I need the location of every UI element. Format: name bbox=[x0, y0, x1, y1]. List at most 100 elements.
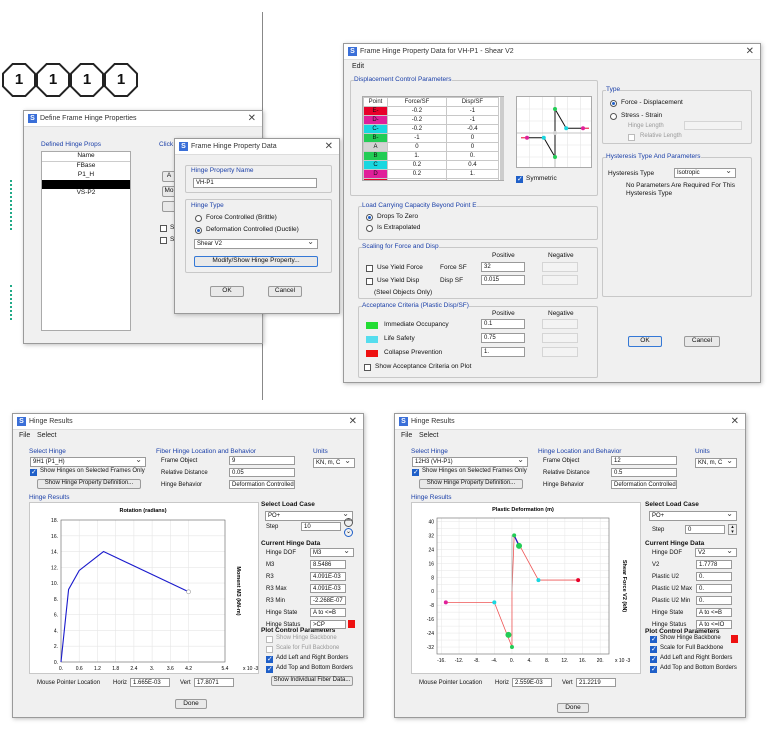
cancel-button[interactable]: Cancel bbox=[684, 336, 720, 347]
step-down-icon[interactable]: ⌄ bbox=[344, 528, 353, 537]
disp-sf-input[interactable]: 0.015 bbox=[481, 275, 525, 285]
add-left-right-checkbox[interactable] bbox=[266, 655, 273, 663]
list-item[interactable]: P1_H bbox=[77, 171, 95, 178]
menu-file[interactable]: File bbox=[19, 432, 31, 439]
step-up-icon[interactable]: ⌃ bbox=[344, 518, 353, 527]
value-cell[interactable]: -0.4 bbox=[445, 124, 500, 134]
value-cell[interactable]: -0.2 bbox=[387, 106, 447, 116]
drops-to-zero-radio[interactable] bbox=[366, 214, 373, 221]
close-icon[interactable]: ✕ bbox=[348, 416, 357, 427]
value-cell[interactable]: -0.2 bbox=[387, 115, 447, 125]
show-checkbox[interactable] bbox=[160, 225, 167, 232]
show-definition-button[interactable]: Show Hinge Property Definition... bbox=[37, 479, 141, 489]
close-icon[interactable]: ✕ bbox=[745, 46, 754, 57]
show-selected-checkbox[interactable] bbox=[412, 468, 419, 476]
hinge-props-list[interactable]: Name FBase P1_H VS-P2 bbox=[41, 151, 131, 331]
hinge-data-label: Plastic U2 bbox=[652, 574, 680, 580]
modify-show-hinge-button[interactable]: Modify/Show Hinge Property... bbox=[194, 256, 318, 267]
hinge-data-value: 1.7778 bbox=[696, 560, 732, 569]
list-item-selected[interactable] bbox=[42, 180, 130, 189]
use-yield-disp-checkbox[interactable] bbox=[366, 278, 373, 285]
ls-input[interactable]: 0.75 bbox=[481, 333, 525, 343]
menu-select[interactable]: Select bbox=[419, 432, 439, 439]
extrapolated-radio[interactable] bbox=[366, 225, 373, 232]
table-row[interactable]: D- -0.2 -1 bbox=[363, 115, 500, 125]
ok-button[interactable]: OK bbox=[628, 336, 662, 347]
show-checkbox[interactable] bbox=[160, 237, 167, 244]
show-selected-checkbox[interactable] bbox=[30, 468, 37, 476]
cancel-button[interactable]: Cancel bbox=[268, 286, 302, 297]
show-backbone-checkbox[interactable] bbox=[650, 635, 657, 643]
done-button[interactable]: Done bbox=[557, 703, 589, 713]
value-cell[interactable]: 1. bbox=[445, 178, 500, 180]
io-input[interactable]: 0.1 bbox=[481, 319, 525, 329]
backbone-color-swatch[interactable] bbox=[731, 635, 738, 643]
table-row[interactable]: D 0.2 1. bbox=[363, 169, 500, 179]
close-icon[interactable]: ✕ bbox=[730, 416, 739, 427]
hinge-dof-select[interactable]: V2 bbox=[695, 548, 737, 557]
step-input[interactable]: 0 bbox=[685, 525, 725, 534]
scale-full-checkbox[interactable] bbox=[650, 645, 657, 653]
ok-button[interactable]: OK bbox=[210, 286, 244, 297]
list-item[interactable]: VS-P2 bbox=[76, 189, 96, 196]
value-cell[interactable]: 0.2 bbox=[387, 160, 447, 170]
value-cell[interactable]: 0. bbox=[445, 151, 500, 161]
value-cell[interactable]: 0 bbox=[387, 142, 447, 152]
value-cell[interactable]: 0.2 bbox=[387, 169, 447, 179]
load-case-select[interactable]: PO+ bbox=[265, 511, 353, 521]
hinge-dof-select[interactable]: M3 bbox=[310, 548, 354, 557]
menu-file[interactable]: File bbox=[401, 432, 413, 439]
cp-input[interactable]: 1. bbox=[481, 347, 525, 357]
units-select[interactable]: KN, m, C bbox=[695, 458, 737, 468]
value-cell[interactable]: 0.4 bbox=[445, 160, 500, 170]
step-spinner-icon[interactable]: ▴ ▾ bbox=[728, 524, 737, 535]
add-top-bottom-checkbox[interactable] bbox=[266, 665, 273, 673]
show-fiber-button[interactable]: Show Individual Fiber Data... bbox=[271, 676, 353, 686]
value-cell[interactable]: 0 bbox=[445, 133, 500, 143]
add-top-bottom-checkbox[interactable] bbox=[650, 665, 657, 673]
add-left-right-checkbox[interactable] bbox=[650, 655, 657, 663]
value-cell[interactable]: 0.2 bbox=[387, 178, 447, 180]
value-cell[interactable]: -1 bbox=[445, 115, 500, 125]
value-cell[interactable]: 1. bbox=[387, 151, 447, 161]
step-input[interactable]: 10 bbox=[301, 522, 341, 531]
table-row[interactable]: C 0.2 0.4 bbox=[363, 160, 500, 170]
use-yield-force-checkbox[interactable] bbox=[366, 265, 373, 272]
value-cell[interactable]: 1. bbox=[445, 169, 500, 179]
table-scrollbar[interactable] bbox=[500, 97, 504, 180]
hinge-select[interactable]: 12H3 (VH-P1) bbox=[412, 457, 528, 467]
table-row[interactable]: C- -0.2 -0.4 bbox=[363, 124, 500, 134]
menu-select[interactable]: Select bbox=[37, 432, 57, 439]
value-cell[interactable]: -0.2 bbox=[387, 124, 447, 134]
table-row[interactable]: B- -1 0 bbox=[363, 133, 500, 143]
hinge-select[interactable]: 9H1 (P1_H) bbox=[30, 457, 146, 467]
force-displacement-radio[interactable] bbox=[610, 100, 617, 107]
stress-strain-radio[interactable] bbox=[610, 113, 617, 120]
done-button[interactable]: Done bbox=[175, 699, 207, 709]
close-icon[interactable]: ✕ bbox=[324, 141, 333, 152]
load-case-select[interactable]: PO+ bbox=[649, 511, 737, 521]
deformation-controlled-radio[interactable] bbox=[195, 227, 202, 234]
hinge-data-label: V2 bbox=[652, 562, 660, 568]
show-definition-button[interactable]: Show Hinge Property Definition... bbox=[419, 479, 523, 489]
list-item[interactable]: FBase bbox=[76, 162, 96, 169]
close-icon[interactable]: ✕ bbox=[247, 113, 256, 124]
force-controlled-radio[interactable] bbox=[195, 215, 202, 222]
table-row[interactable]: E0.21. bbox=[363, 178, 500, 180]
y-tick-label: -16 bbox=[427, 617, 434, 623]
table-row[interactable]: E- -0.2 -1 bbox=[363, 106, 500, 116]
value-cell[interactable]: 0 bbox=[445, 142, 500, 152]
menu-edit[interactable]: Edit bbox=[352, 63, 365, 70]
value-cell[interactable]: -1 bbox=[445, 106, 500, 116]
force-sf-input[interactable]: 32 bbox=[481, 262, 525, 272]
hinge-name-input[interactable]: VH-P1 bbox=[193, 178, 317, 188]
hysteresis-type-select[interactable]: Isotropic bbox=[674, 168, 736, 178]
units-select[interactable]: KN, m, C bbox=[313, 458, 355, 468]
points-table[interactable]: Point Force/SF Disp/SF E- -0.2 -1 D- -0.2 -1 C- -… bbox=[362, 96, 504, 181]
table-row[interactable]: B 1. 0. bbox=[363, 151, 500, 161]
value-cell[interactable]: -1 bbox=[387, 133, 447, 143]
show-acceptance-checkbox[interactable] bbox=[364, 364, 371, 371]
symmetric-checkbox[interactable] bbox=[516, 175, 523, 183]
hinge-type-select[interactable]: Shear V2 bbox=[194, 239, 318, 249]
